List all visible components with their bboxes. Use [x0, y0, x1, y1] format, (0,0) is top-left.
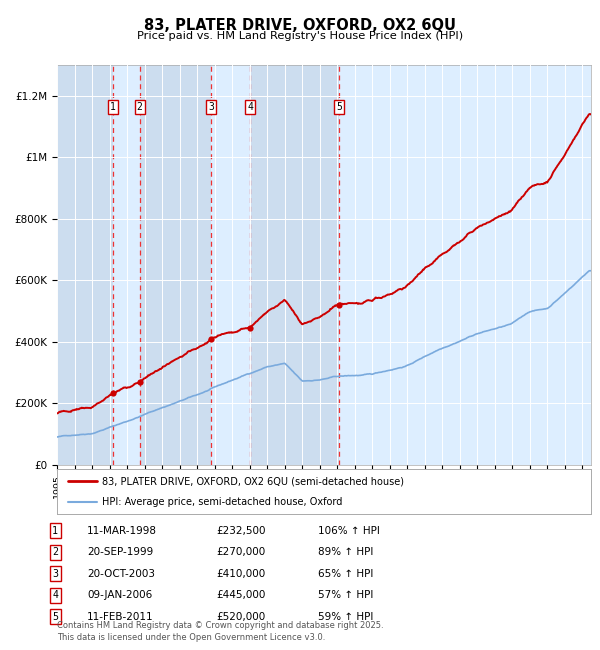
Text: 106% ↑ HPI: 106% ↑ HPI	[318, 526, 380, 536]
Text: £445,000: £445,000	[216, 590, 265, 600]
Text: £270,000: £270,000	[216, 547, 265, 557]
Bar	[57, 65, 113, 465]
Text: 3: 3	[208, 102, 214, 112]
Text: 4: 4	[247, 102, 253, 112]
Text: 57% ↑ HPI: 57% ↑ HPI	[318, 590, 373, 600]
Text: 83, PLATER DRIVE, OXFORD, OX2 6QU (semi-detached house): 83, PLATER DRIVE, OXFORD, OX2 6QU (semi-…	[103, 476, 404, 486]
Text: 20-OCT-2003: 20-OCT-2003	[87, 569, 155, 578]
Bar	[140, 65, 211, 465]
Bar	[113, 65, 140, 465]
Bar	[211, 65, 250, 465]
Text: Price paid vs. HM Land Registry's House Price Index (HPI): Price paid vs. HM Land Registry's House …	[137, 31, 463, 41]
Text: 89% ↑ HPI: 89% ↑ HPI	[318, 547, 373, 557]
Bar	[339, 65, 591, 465]
Text: 2: 2	[52, 547, 58, 557]
Text: £520,000: £520,000	[216, 612, 265, 621]
Text: £410,000: £410,000	[216, 569, 265, 578]
Text: 11-FEB-2011: 11-FEB-2011	[87, 612, 154, 621]
Text: 09-JAN-2006: 09-JAN-2006	[87, 590, 152, 600]
Text: 5: 5	[336, 102, 342, 112]
Text: 1: 1	[110, 102, 116, 112]
Text: 20-SEP-1999: 20-SEP-1999	[87, 547, 153, 557]
Text: £232,500: £232,500	[216, 526, 265, 536]
Text: 65% ↑ HPI: 65% ↑ HPI	[318, 569, 373, 578]
Text: 5: 5	[52, 612, 58, 621]
Bar	[250, 65, 339, 465]
Text: Contains HM Land Registry data © Crown copyright and database right 2025.
This d: Contains HM Land Registry data © Crown c…	[57, 621, 383, 642]
Text: 83, PLATER DRIVE, OXFORD, OX2 6QU: 83, PLATER DRIVE, OXFORD, OX2 6QU	[144, 18, 456, 33]
Text: 1: 1	[52, 526, 58, 536]
Text: 2: 2	[137, 102, 143, 112]
Text: 59% ↑ HPI: 59% ↑ HPI	[318, 612, 373, 621]
Text: HPI: Average price, semi-detached house, Oxford: HPI: Average price, semi-detached house,…	[103, 497, 343, 508]
Text: 4: 4	[52, 590, 58, 600]
Text: 11-MAR-1998: 11-MAR-1998	[87, 526, 157, 536]
Text: 3: 3	[52, 569, 58, 578]
